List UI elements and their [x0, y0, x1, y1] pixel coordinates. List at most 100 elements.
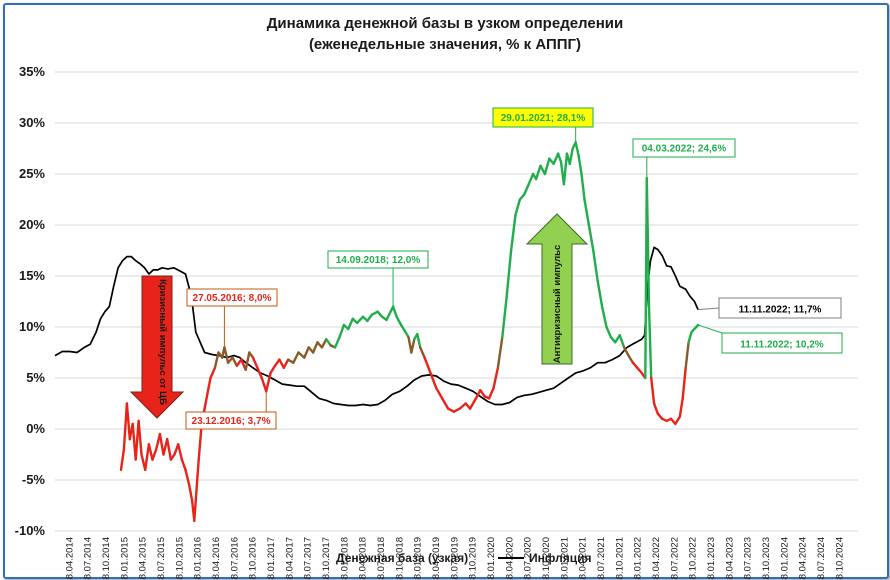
series-segment-money-base: [193, 489, 198, 522]
y-tick-label: -5%: [22, 472, 46, 487]
x-tick-label: 18.04.2021: [578, 537, 589, 580]
series-segment-money-base: [674, 415, 681, 426]
series-segment-money-base: [468, 397, 478, 410]
series-segment-money-base: [143, 443, 151, 471]
series-segment-money-base: [158, 432, 165, 456]
y-tick-label: 20%: [19, 217, 45, 232]
series-segment-money-base: [627, 354, 635, 364]
impulse-arrows: Кризисный импульс от ЦБ Антикризисный имп…: [129, 213, 589, 419]
series-segment-money-base: [474, 389, 482, 400]
annotation-box: [632, 138, 736, 158]
series-segment-money-base: [435, 387, 444, 400]
series-segment-money-base: [366, 313, 373, 323]
series-segment-money-base: [568, 147, 574, 166]
series-segment-money-base: [320, 338, 328, 349]
x-tick-label: 18.01.2019: [413, 537, 424, 580]
series-segment-money-base: [441, 397, 450, 410]
legend-label-money-base: Денежная база (узкая): [336, 551, 468, 565]
series-segment-money-base: [347, 317, 354, 331]
series-segment-money-base: [395, 315, 403, 327]
series-segment-money-base: [600, 305, 608, 329]
x-tick-label: 18.07.2020: [523, 537, 534, 580]
series-segment-money-base: [325, 338, 332, 347]
series-segment-money-base: [297, 351, 306, 359]
x-tick-label: 18.04.2014: [64, 537, 75, 580]
series-segment-money-base: [652, 402, 659, 415]
series-segment-money-base: [251, 356, 259, 369]
series-segment-money-base: [687, 330, 693, 344]
annotation-leader: [697, 324, 723, 334]
series-segment-money-base: [622, 346, 630, 357]
x-tick-label: 18.10.2020: [541, 537, 552, 580]
series-segment-money-base: [577, 154, 583, 176]
x-tick-label: 18.04.2019: [431, 537, 442, 580]
y-tick-label: 25%: [19, 166, 45, 181]
annotation-box: [185, 411, 277, 430]
series-segment-money-base: [197, 422, 203, 461]
series-segment-money-base: [303, 346, 310, 359]
x-tick-label: 18.04.2024: [798, 537, 809, 580]
series-segment-money-base: [645, 176, 651, 308]
x-tick-label: 18.07.2018: [376, 537, 387, 580]
series-segment-money-base: [269, 364, 277, 375]
x-tick-label: 18.10.2022: [688, 537, 699, 580]
series-segment-money-base: [282, 358, 290, 369]
series-segment-money-base: [391, 305, 398, 318]
y-tick-label: 30%: [19, 115, 45, 130]
x-tick-label: 18.04.2015: [138, 537, 149, 580]
series-segment-money-base: [647, 305, 653, 380]
annotation-label: 29.01.2021; 28,1%: [501, 113, 586, 124]
series-segment-money-base: [509, 213, 517, 252]
series-segment-money-base: [203, 392, 209, 410]
series-segment-money-base: [180, 458, 187, 471]
series-segment-money-base: [562, 152, 569, 186]
annotation-box: [492, 107, 594, 128]
x-tick-label: 18.10.2016: [248, 537, 259, 580]
series-segment-money-base: [429, 371, 438, 390]
x-tick-label: 18.10.2019: [468, 537, 479, 580]
anticrisis-impulse-label: Антикризисный импульс: [552, 245, 563, 364]
x-tick-label: 18.04.2018: [358, 537, 369, 580]
y-tick-label: 10%: [19, 319, 45, 334]
x-tick-label: 18.07.2023: [743, 537, 754, 580]
series-segment-money-base: [587, 223, 595, 252]
annotations: 27.05.2016; 8,0% 23.12.2016; 3,7% 14.09.20…: [185, 107, 843, 430]
series-segment-money-base: [684, 341, 690, 369]
x-tick-label: 18.07.2022: [669, 537, 680, 580]
series-segment-money-base: [165, 438, 173, 461]
x-tick-label: 18.01.2016: [193, 537, 204, 580]
series-segment-money-base: [678, 397, 684, 418]
series-segment-money-base: [223, 346, 230, 364]
series-segment-money-base: [596, 279, 604, 308]
series-segment-money-base: [213, 351, 220, 369]
x-tick-label: 18.10.2021: [614, 537, 625, 580]
x-tick-label: 18.01.2024: [779, 537, 790, 580]
anticrisis-impulse-arrow: [525, 213, 589, 365]
x-tick-label: 18.07.2019: [449, 537, 460, 580]
series-segment-money-base: [487, 387, 495, 400]
series-segment-money-base: [119, 448, 126, 471]
series-segment-money-base: [311, 341, 319, 354]
series-segment-money-base: [244, 351, 251, 371]
series-segment-money-base: [574, 141, 580, 157]
series-segment-money-base: [338, 323, 346, 339]
series-segment-money-base: [184, 468, 191, 487]
annotation-label: 23.12.2016; 3,7%: [192, 416, 271, 427]
y-tick-label: 5%: [26, 370, 45, 385]
series-segment-money-base: [410, 338, 416, 354]
series-segment-money-base: [231, 356, 239, 367]
x-tick-label: 18.10.2023: [761, 537, 772, 580]
x-tick-label: 18.10.2018: [394, 537, 405, 580]
chart-title: Динамика денежной базы в узком определен…: [267, 15, 623, 32]
x-tick-label: 18.01.2018: [339, 537, 350, 580]
x-tick-label: 18.01.2022: [633, 537, 644, 580]
series-segment-money-base: [176, 443, 184, 461]
y-axis: -10% -5% 0% 5% 10% 15% 20% 25% 30% 35%: [15, 64, 46, 538]
x-tick-label: 18.04.2022: [651, 537, 662, 580]
x-tick-label: 18.10.2024: [834, 537, 845, 580]
series-segment-money-base: [419, 346, 426, 359]
series-segment-money-base: [256, 366, 263, 380]
y-tick-label: 0%: [26, 421, 45, 436]
series-segment-money-base: [399, 323, 407, 334]
